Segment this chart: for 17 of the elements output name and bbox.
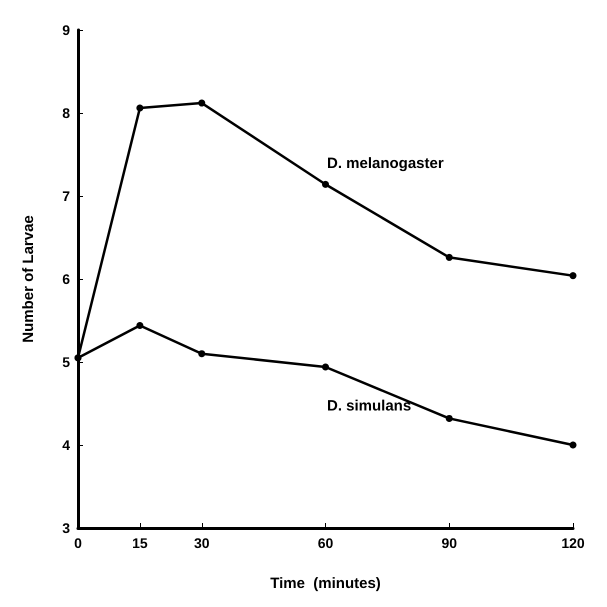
y-tick-label: 7 — [62, 188, 70, 204]
x-tick-label: 60 — [318, 535, 334, 551]
x-tick-label: 0 — [74, 535, 82, 551]
series-label: D. simulans — [327, 397, 412, 414]
y-tick-label: 6 — [62, 271, 70, 287]
x-tick-label: 90 — [441, 535, 458, 551]
x-tick-label: 15 — [132, 535, 148, 551]
y-axis-title: Number of Larvae — [20, 215, 37, 343]
x-tick-label: 120 — [561, 535, 585, 551]
x-tick-label: 30 — [194, 535, 210, 551]
y-tick-label: 9 — [62, 22, 70, 38]
series-label: D. melanogaster — [327, 154, 444, 172]
y-tick-label: 3 — [62, 520, 70, 536]
x-axis-title: Time (minutes) — [270, 575, 381, 592]
y-tick-label: 5 — [62, 354, 70, 370]
y-tick-label: 4 — [62, 437, 70, 453]
y-tick-label: 8 — [62, 105, 70, 121]
